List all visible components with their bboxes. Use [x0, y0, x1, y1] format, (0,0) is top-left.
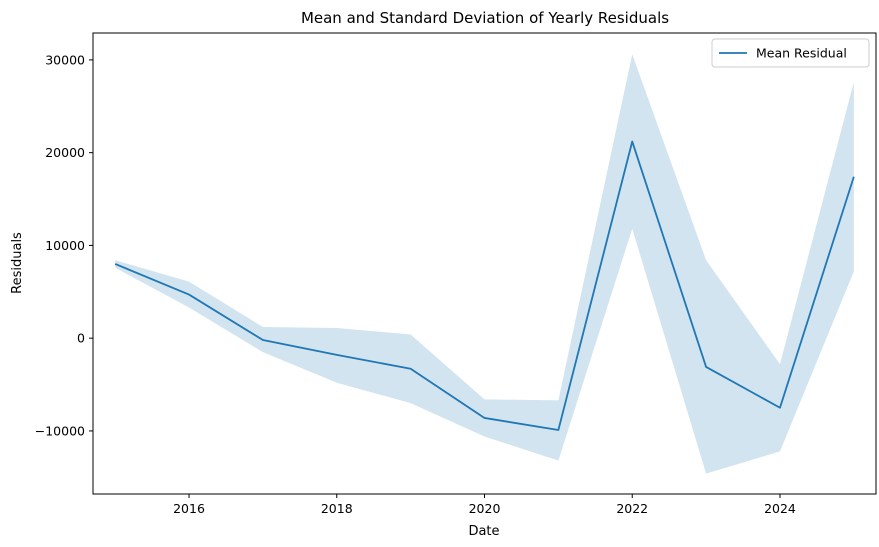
y-tick-label: 30000 — [45, 52, 85, 67]
y-axis: −10000 0 10000 20000 30000 — [35, 52, 93, 438]
legend: Mean Residual — [711, 38, 870, 68]
x-tick-label: 2016 — [173, 501, 205, 516]
plot-area — [114, 54, 855, 474]
x-tick-label: 2018 — [321, 501, 353, 516]
series-line-mean-residual — [114, 140, 855, 431]
y-tick-label: 20000 — [45, 145, 85, 160]
x-tick-label: 2022 — [616, 501, 648, 516]
y-axis-label: Residuals — [10, 232, 25, 294]
y-tick-label: 10000 — [45, 238, 85, 253]
std-band — [115, 54, 854, 474]
y-tick-label: 0 — [77, 331, 85, 346]
legend-box — [711, 38, 870, 68]
y-tick-label: −10000 — [35, 423, 85, 438]
x-axis: 2016 2018 2020 2022 2024 — [173, 494, 796, 516]
x-tick-label: 2020 — [469, 501, 501, 516]
x-axis-label: Date — [468, 524, 499, 539]
chart-title: Mean and Standard Deviation of Yearly Re… — [301, 9, 669, 27]
x-tick-label: 2024 — [764, 501, 796, 516]
legend-label-mean-residual: Mean Residual — [756, 46, 847, 61]
